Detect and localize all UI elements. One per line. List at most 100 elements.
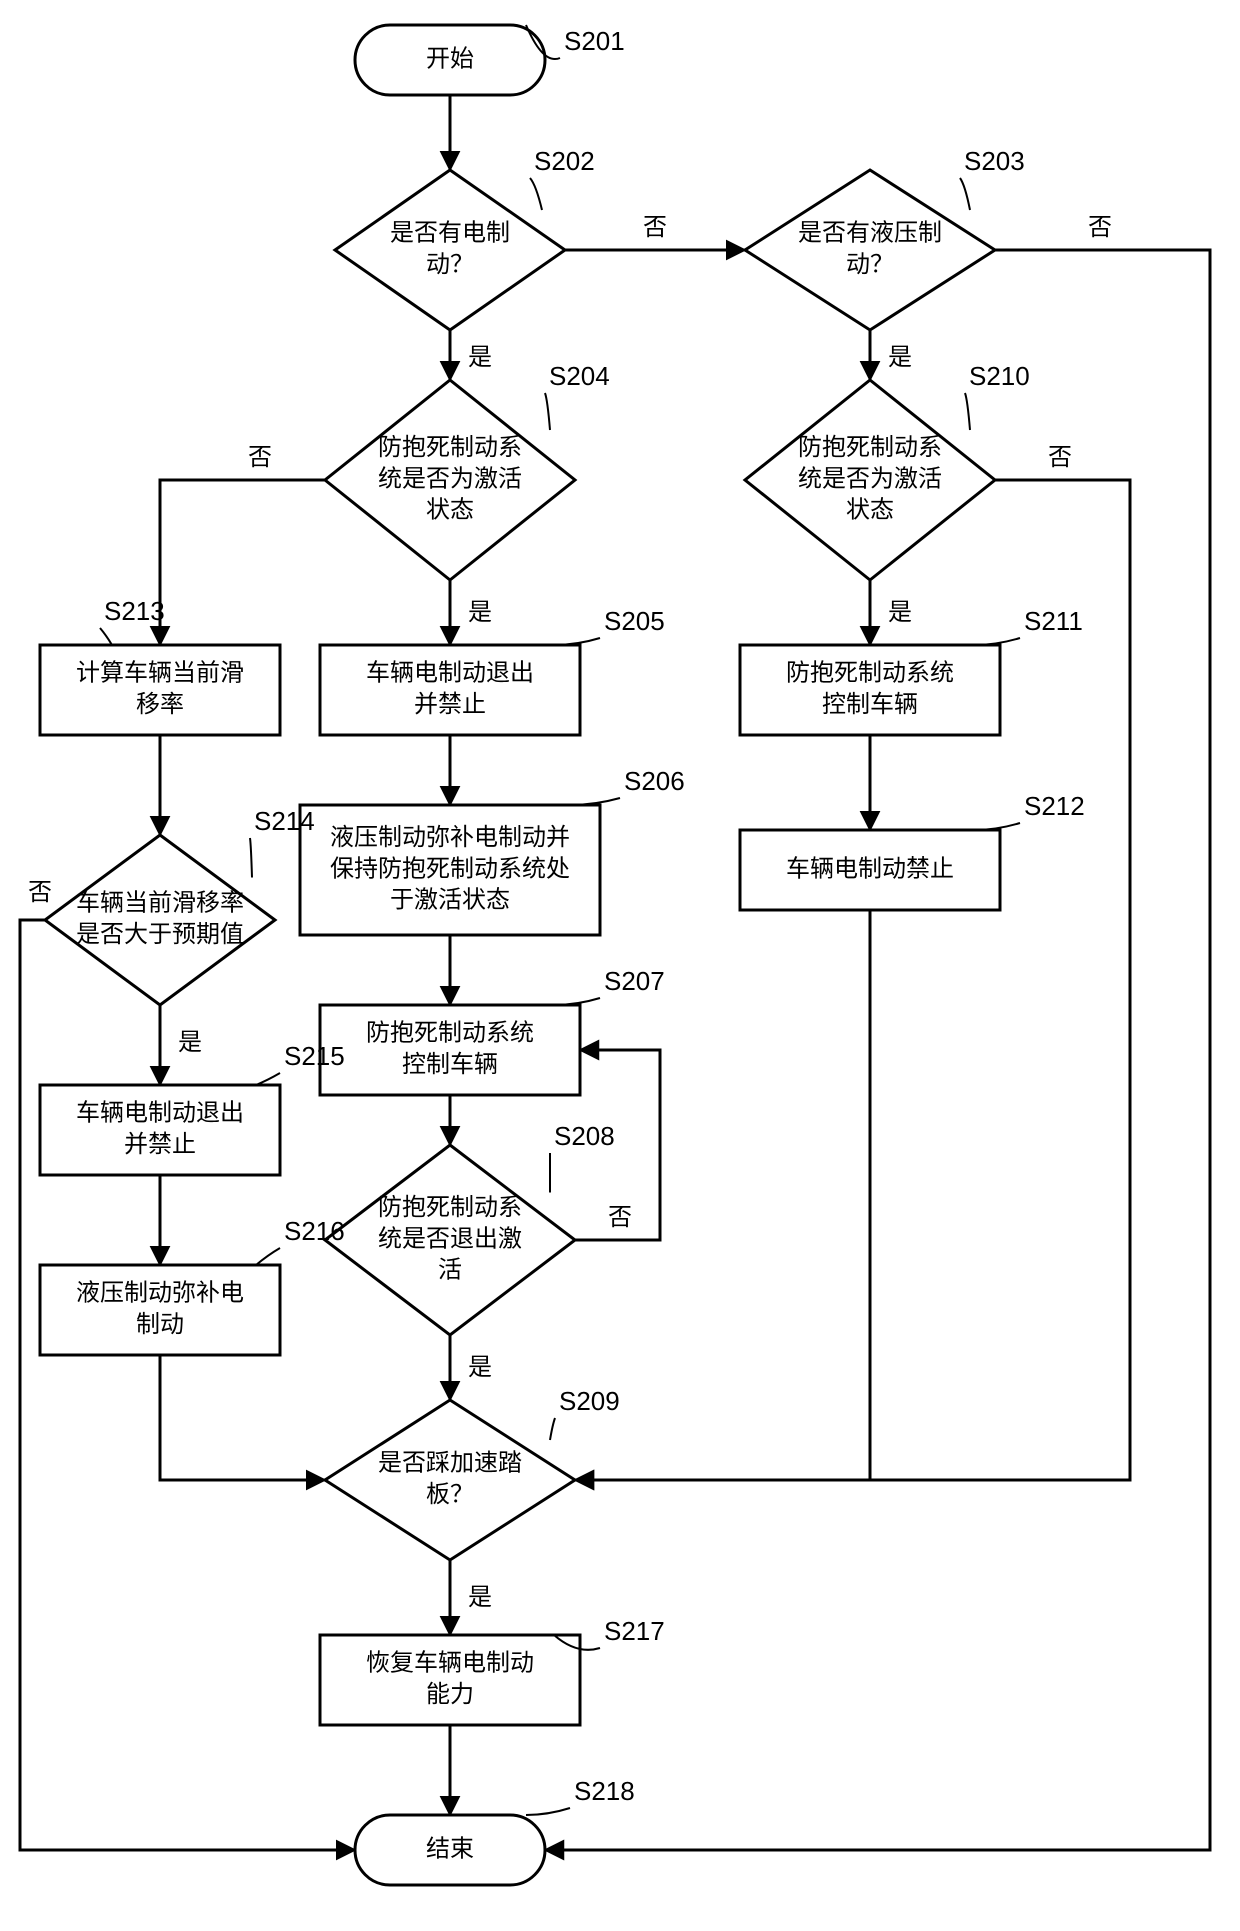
node-text: 防抱死制动系统: [366, 1020, 534, 1047]
step-label: S214: [254, 806, 315, 836]
step-hook: [965, 393, 970, 430]
step-label: S209: [559, 1386, 620, 1416]
node-d214: 车辆当前滑移率是否大于预期值 S214: [45, 806, 315, 1005]
step-label: S213: [104, 596, 165, 626]
node-d203: 是否有液压制动？S203: [745, 146, 1025, 330]
node-end: 结束 S218: [355, 1776, 635, 1885]
node-text: 状态: [426, 497, 474, 524]
node-text: 状态: [846, 497, 894, 524]
edge-label: 否: [643, 214, 667, 241]
node-start: 开始 S201: [355, 25, 625, 95]
node-text: 控制车辆: [402, 1051, 498, 1078]
node-text: 动？: [846, 251, 894, 278]
node-text: 液压制动弥补电: [76, 1280, 244, 1307]
step-hook: [250, 838, 252, 878]
node-text: 移率: [136, 691, 184, 718]
edge-label: 是: [468, 1584, 492, 1611]
flow-edge: [160, 1355, 325, 1480]
node-text: 统是否为激活: [798, 465, 942, 492]
step-hook: [100, 628, 112, 645]
edge-label: 否: [1048, 444, 1072, 471]
edge-label: 否: [1088, 214, 1112, 241]
edge-label: 是: [178, 1029, 202, 1056]
node-d208: 防抱死制动系统是否退出激活 S208: [325, 1121, 615, 1335]
node-text: 并禁止: [124, 1131, 196, 1158]
node-text: 计算车辆当前滑: [76, 660, 244, 687]
step-hook: [554, 998, 600, 1005]
node-text: 并禁止: [414, 691, 486, 718]
step-hook: [960, 178, 970, 210]
node-text: 控制车辆: [822, 691, 918, 718]
node-text: 车辆当前滑移率: [76, 890, 244, 917]
step-hook: [530, 178, 542, 210]
step-label: S205: [604, 606, 665, 636]
step-label: S201: [564, 26, 625, 56]
node-text: 开始: [426, 45, 474, 72]
node-b206: 液压制动弥补电制动并保持防抱死制动系统处于激活状态 S206: [300, 766, 685, 935]
edge-label: 否: [28, 879, 52, 906]
step-hook: [570, 798, 620, 805]
step-hook: [550, 1418, 555, 1440]
node-text: 保持防抱死制动系统处: [330, 855, 570, 882]
node-text: 于激活状态: [390, 887, 510, 914]
node-text: 液压制动弥补电制动并: [330, 824, 570, 851]
node-text: 是否大于预期值: [76, 921, 244, 948]
node-text: 防抱死制动系: [798, 434, 942, 461]
node-d209: 是否踩加速踏板？ S209: [325, 1386, 620, 1560]
node-text: 能力: [426, 1681, 474, 1708]
step-label: S216: [284, 1216, 345, 1246]
step-label: S206: [624, 766, 685, 796]
node-b212: 车辆电制动禁止 S212: [740, 791, 1085, 910]
node-text: 统是否为激活: [378, 465, 522, 492]
step-hook: [526, 1808, 570, 1815]
edge-label: 否: [608, 1204, 632, 1231]
node-text: 防抱死制动系统: [786, 660, 954, 687]
node-text: 车辆电制动退出: [366, 660, 534, 687]
step-hook: [974, 823, 1020, 830]
node-text: 板？: [426, 1481, 474, 1508]
step-label: S211: [1024, 606, 1083, 636]
step-hook: [554, 638, 600, 645]
step-label: S215: [284, 1041, 345, 1071]
step-label: S207: [604, 966, 665, 996]
step-label: S208: [554, 1121, 615, 1151]
step-hook: [545, 393, 550, 430]
node-b205: 车辆电制动退出并禁止 S205: [320, 606, 665, 735]
edge-label: 是: [468, 599, 492, 626]
edge-label: 是: [468, 344, 492, 371]
node-text: 是否有电制: [390, 220, 510, 247]
node-d204: 防抱死制动系统是否为激活状态 S204: [325, 361, 610, 580]
node-text: 统是否退出激: [378, 1225, 522, 1252]
edge-label: 是: [888, 599, 912, 626]
node-text: 恢复车辆电制动: [366, 1650, 534, 1677]
node-b207: 防抱死制动系统控制车辆 S207: [320, 966, 665, 1095]
step-label: S202: [534, 146, 595, 176]
step-label: S210: [969, 361, 1030, 391]
node-text: 防抱死制动系: [378, 1194, 522, 1221]
node-text: 车辆电制动禁止: [786, 855, 954, 882]
node-b215: 车辆电制动退出并禁止S215: [40, 1041, 345, 1175]
step-hook: [256, 1248, 280, 1265]
step-label: S217: [604, 1616, 665, 1646]
node-b216: 液压制动弥补电制动 S216: [40, 1216, 345, 1355]
node-text: 制动: [136, 1311, 184, 1338]
node-text: 是否有液压制: [798, 220, 942, 247]
flow-edge: [160, 480, 325, 645]
edge-label: 是: [888, 344, 912, 371]
node-b213: 计算车辆当前滑移率 S213: [40, 596, 280, 735]
flowchart: 是否否是是否是否否是是否是开始S201是否有电制动？S202是否有液压制动？S2…: [0, 0, 1240, 1931]
node-d210: 防抱死制动系统是否为激活状态 S210: [745, 361, 1030, 580]
node-b217: 恢复车辆电制动能力 S217: [320, 1616, 665, 1725]
step-label: S204: [549, 361, 610, 391]
node-text: 是否踩加速踏: [378, 1450, 522, 1477]
node-text: 防抱死制动系: [378, 434, 522, 461]
node-d202: 是否有电制动？S202: [335, 146, 595, 330]
edge-label: 是: [468, 1354, 492, 1381]
step-label: S212: [1024, 791, 1085, 821]
step-label: S218: [574, 1776, 635, 1806]
node-text: 活: [438, 1257, 462, 1284]
step-hook: [974, 638, 1020, 645]
edge-label: 否: [248, 444, 272, 471]
step-hook: [256, 1073, 280, 1085]
node-text: 结束: [426, 1835, 474, 1862]
